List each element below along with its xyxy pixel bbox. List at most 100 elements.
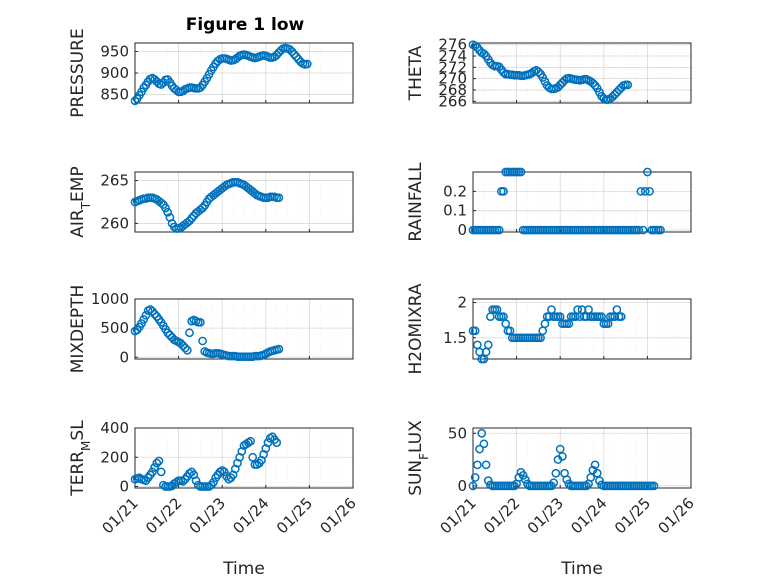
data-point: [608, 92, 617, 102]
data-point: [270, 52, 279, 62]
data-point: [479, 439, 489, 449]
data-point: [182, 345, 192, 355]
data-point: [553, 82, 563, 92]
data-point: [302, 59, 312, 69]
y-axis-label: SUNFLUX: [406, 420, 431, 496]
data-point: [150, 75, 159, 84]
data-point: [643, 167, 652, 177]
y-tick-label: 1000: [91, 290, 129, 308]
y-tick-label: 272: [438, 58, 467, 76]
data-point: [475, 444, 484, 454]
x-axis-label: Time: [222, 559, 265, 579]
data-point: [555, 444, 565, 454]
data-point: [481, 460, 491, 470]
data-point: [274, 193, 284, 203]
panel-h2omixra: 1.5 2 H2OMIXRA: [406, 283, 692, 375]
data-point: [586, 473, 596, 482]
data-point: [294, 54, 303, 64]
data-point: [198, 336, 207, 346]
data-point: [196, 317, 205, 327]
data-point: [163, 207, 173, 217]
data-point: [145, 305, 155, 314]
data-point: [558, 452, 567, 461]
y-tick-label: 500: [100, 319, 129, 337]
x-tick-label: 01/26: [655, 494, 698, 537]
data-point: [165, 330, 175, 340]
y-tick-label: 0.1: [443, 202, 467, 220]
x-tick-label: 01/23: [524, 494, 567, 537]
axes-box: [472, 298, 692, 360]
data-point: [634, 225, 644, 235]
data-point: [209, 477, 218, 487]
y-axis-label: THETA: [406, 45, 426, 101]
data-point: [477, 428, 487, 438]
data-point: [148, 467, 157, 477]
data-point: [182, 218, 192, 227]
data-point: [250, 189, 260, 198]
y-tick-label: 268: [438, 81, 467, 99]
data-point: [198, 203, 207, 213]
data-point: [180, 343, 190, 353]
data-point: [468, 481, 478, 491]
data-point: [610, 90, 620, 99]
data-point: [649, 481, 659, 491]
data-point: [582, 481, 591, 491]
data-point: [178, 86, 188, 96]
data-point: [470, 41, 480, 51]
y-tick-label: 200: [100, 448, 129, 466]
data-point: [616, 312, 626, 321]
data-point: [518, 471, 528, 480]
data-point: [178, 477, 188, 486]
data-point: [220, 182, 229, 191]
data-point: [156, 198, 166, 208]
data-point: [636, 187, 646, 196]
y-tick-label: 265: [100, 172, 129, 190]
y-tick-label: 0: [119, 478, 129, 496]
data-point: [211, 59, 221, 68]
data-point: [163, 328, 173, 338]
data-point: [189, 211, 199, 221]
data-point: [150, 463, 159, 472]
data-point: [156, 80, 166, 89]
x-tick-label: 01/25: [273, 494, 316, 537]
data-point: [534, 67, 543, 77]
y-axis-label: MIXDEPTH: [68, 285, 88, 374]
data-point: [551, 468, 561, 478]
data-point: [274, 344, 284, 354]
y-tick-label: 276: [438, 36, 467, 54]
data-point: [272, 438, 282, 447]
data-point: [656, 225, 665, 235]
y-axis-label: TERRMSL: [68, 420, 93, 497]
data-point: [483, 340, 493, 350]
data-point: [220, 467, 229, 477]
data-point: [516, 167, 526, 177]
data-point: [470, 473, 480, 482]
data-point: [549, 478, 559, 488]
axes-box: [134, 42, 354, 104]
data-point: [592, 468, 602, 478]
data-point: [152, 458, 162, 468]
data-point: [196, 83, 205, 92]
x-tick-label: 01/22: [480, 494, 523, 537]
x-tick-label: 01/25: [611, 494, 654, 537]
data-point: [499, 187, 508, 196]
y-tick-label: 50: [448, 424, 467, 442]
data-point: [185, 216, 194, 226]
x-tick-label: 01/24: [567, 494, 610, 537]
data-point: [272, 50, 282, 60]
y-axis-label: RAINFALL: [406, 162, 426, 242]
y-tick-label: 0: [457, 221, 467, 239]
data-point: [645, 187, 654, 196]
data-point: [285, 45, 295, 54]
axes-box: [134, 171, 354, 233]
data-point: [176, 338, 186, 348]
y-tick-label: 0: [457, 477, 467, 495]
data-point: [291, 52, 301, 62]
y-tick-label: 270: [438, 70, 467, 88]
data-point: [612, 87, 622, 97]
data-point: [191, 476, 201, 486]
x-tick-label: 01/23: [186, 494, 229, 537]
data-point: [167, 81, 177, 91]
